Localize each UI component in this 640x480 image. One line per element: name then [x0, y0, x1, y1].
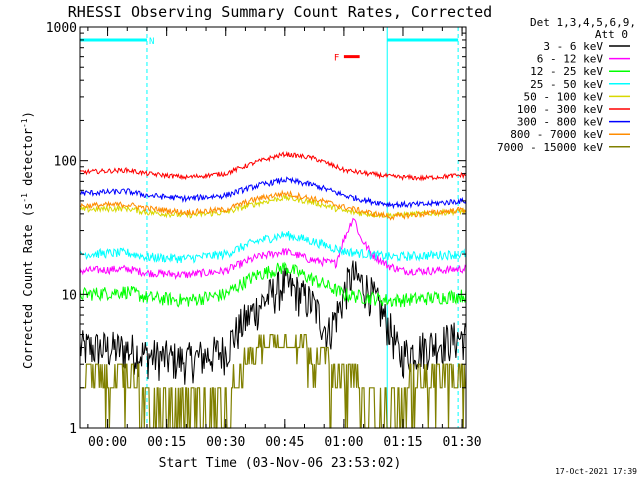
- y-tick-label-0: 1: [69, 422, 77, 437]
- x-tick-label-5: 01:15: [383, 435, 422, 450]
- series-line-2: [79, 261, 467, 308]
- y-axis-label-main: Corrected Count Rate (s: [21, 203, 35, 369]
- plot-frame: [79, 26, 467, 429]
- series-line-7: [79, 189, 467, 221]
- y-axis-label-sup-1: -1: [20, 193, 29, 203]
- y-axis-label-end: ): [21, 111, 35, 118]
- y-tick-label-3: 1000: [46, 21, 77, 36]
- y-axis-label: Corrected Count Rate (s-1 detector-1): [20, 111, 35, 369]
- x-tick-label-4: 01:00: [324, 435, 363, 450]
- x-axis-label: Start Time (03-Nov-06 23:53:02): [159, 456, 402, 471]
- chart-title: RHESSI Observing Summary Count Rates, Co…: [68, 3, 492, 21]
- series-line-1: [79, 217, 467, 281]
- x-tick-label-3: 00:45: [265, 435, 304, 450]
- legend-header-line-1: Det 1,3,4,5,6,9,: [530, 16, 636, 29]
- series-line-5: [79, 150, 467, 182]
- plot-area: N F 1 10 100 1000 00:00 00:15 00:30 00:45 01:00 01:…: [46, 21, 482, 450]
- legend-header-line-2: Att 0: [595, 28, 628, 41]
- series-line-3: [79, 231, 467, 264]
- x-tick-label-0: 00:00: [88, 435, 127, 450]
- legend-label-4: 50 - 100 keV: [524, 90, 604, 103]
- legend-label-1: 6 - 12 keV: [537, 53, 604, 66]
- x-tick-label-1: 00:15: [147, 435, 186, 450]
- y-tick-label-2: 100: [54, 155, 77, 170]
- y-axis-label-mid: detector: [21, 128, 35, 193]
- legend-label-6: 300 - 800 keV: [517, 116, 603, 129]
- series-line-0: [79, 260, 467, 385]
- legend-label-5: 100 - 300 keV: [517, 103, 603, 116]
- marker-label-1: F: [334, 54, 339, 64]
- series-line-8: [80, 334, 466, 429]
- legend-label-7: 800 - 7000 keV: [510, 128, 603, 141]
- y-axis-label-sup-2: -1: [20, 118, 29, 128]
- series-line-4: [79, 193, 467, 220]
- series-line-6: [79, 176, 467, 210]
- x-tick-label-6: 01:30: [442, 435, 481, 450]
- footer-timestamp: 17-Oct-2021 17:39: [555, 467, 637, 476]
- legend-label-3: 25 - 50 keV: [530, 78, 603, 91]
- legend-label-8: 7000 - 15000 keV: [497, 141, 603, 154]
- x-tick-label-2: 00:30: [206, 435, 245, 450]
- y-tick-label-1: 10: [61, 288, 77, 303]
- legend-label-2: 12 - 25 keV: [530, 65, 603, 78]
- legend-label-0: 3 - 6 keV: [543, 40, 603, 53]
- marker-label-0: N: [149, 37, 154, 47]
